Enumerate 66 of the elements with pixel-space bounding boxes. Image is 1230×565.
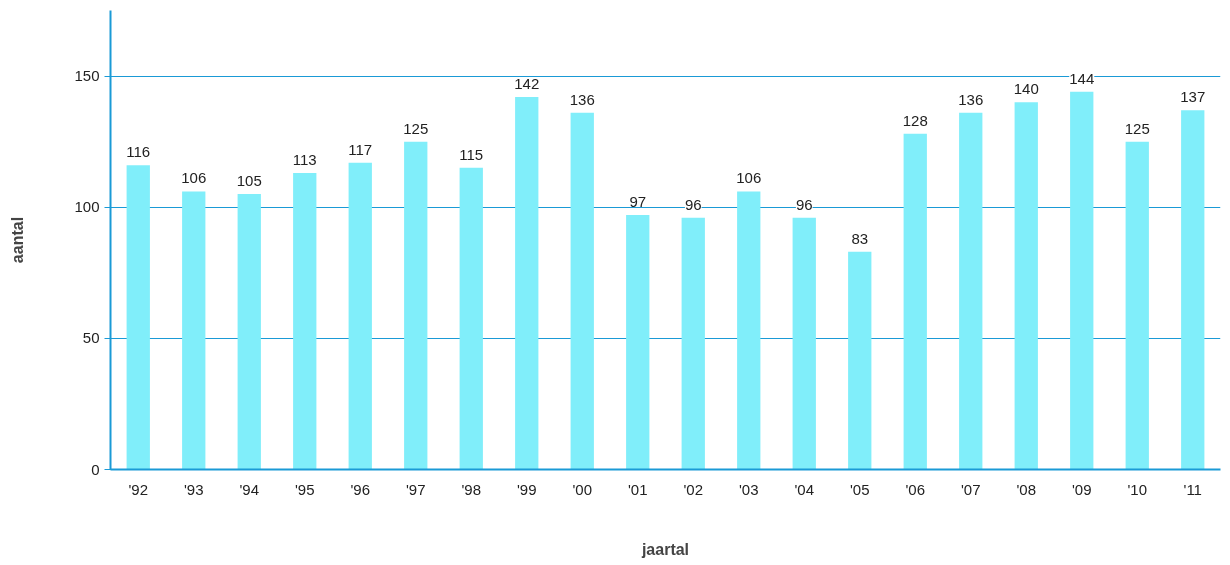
data-label: 83 (851, 229, 869, 247)
data-label: 142 (514, 75, 540, 93)
bar (1181, 110, 1205, 470)
x-tick-label: '98 (461, 480, 482, 498)
bar (237, 194, 261, 470)
y-tick-label: 150 (74, 67, 100, 85)
bar (626, 215, 650, 470)
bar (903, 133, 927, 470)
data-label: 117 (348, 140, 373, 158)
bar (348, 162, 372, 470)
bar (959, 112, 983, 470)
data-label: 113 (292, 151, 317, 169)
bar (1125, 141, 1149, 470)
bar (126, 165, 150, 470)
bar (1070, 91, 1094, 470)
bar (1014, 102, 1038, 470)
x-tick-label: '10 (1127, 480, 1148, 498)
x-tick-label: '04 (794, 480, 815, 498)
x-axis-title: jaartal (640, 540, 690, 558)
data-label: 128 (902, 111, 928, 129)
x-tick-label: '02 (683, 480, 704, 498)
x-tick-label: '97 (405, 480, 426, 498)
bar (570, 112, 594, 470)
x-tick-label: '08 (1016, 480, 1037, 498)
data-label: 106 (181, 169, 207, 187)
y-tick-label: 0 (91, 460, 100, 478)
x-tick-label: '96 (350, 480, 371, 498)
x-tick-label: '93 (183, 480, 204, 498)
bar (792, 217, 816, 470)
data-label: 144 (1069, 69, 1095, 87)
x-tick-label: '11 (1183, 480, 1202, 498)
data-label: 96 (684, 195, 702, 213)
bar (459, 167, 483, 470)
data-label: 125 (1124, 119, 1150, 137)
x-tick-label: '01 (627, 480, 648, 498)
data-label: 125 (403, 119, 429, 137)
data-label: 97 (629, 193, 647, 211)
bar (681, 217, 705, 470)
data-label: 106 (736, 169, 762, 187)
bar (737, 191, 761, 470)
bar (182, 191, 206, 470)
y-tick-label: 50 (82, 329, 100, 347)
data-label: 96 (795, 195, 813, 213)
data-label: 105 (236, 172, 262, 190)
x-tick-label: '07 (960, 480, 981, 498)
y-axis-title: aantal (9, 216, 27, 264)
x-tick-label: '09 (1071, 480, 1092, 498)
x-tick-label: '92 (128, 480, 149, 498)
bar (293, 173, 317, 470)
data-label: 136 (958, 90, 984, 108)
data-label: 137 (1180, 88, 1206, 106)
bar (515, 97, 539, 470)
x-tick-label: '03 (738, 480, 759, 498)
data-label: 116 (126, 143, 151, 161)
bar (848, 251, 872, 470)
x-tick-label: '00 (572, 480, 593, 498)
x-tick-label: '99 (516, 480, 537, 498)
y-tick-label: 100 (74, 198, 100, 216)
data-label: 115 (459, 145, 484, 163)
data-label: 140 (1013, 80, 1039, 98)
x-tick-label: '06 (905, 480, 926, 498)
x-tick-label: '94 (239, 480, 260, 498)
x-tick-label: '05 (849, 480, 870, 498)
data-label: 136 (569, 90, 595, 108)
x-tick-label: '95 (294, 480, 315, 498)
bar (404, 141, 428, 470)
